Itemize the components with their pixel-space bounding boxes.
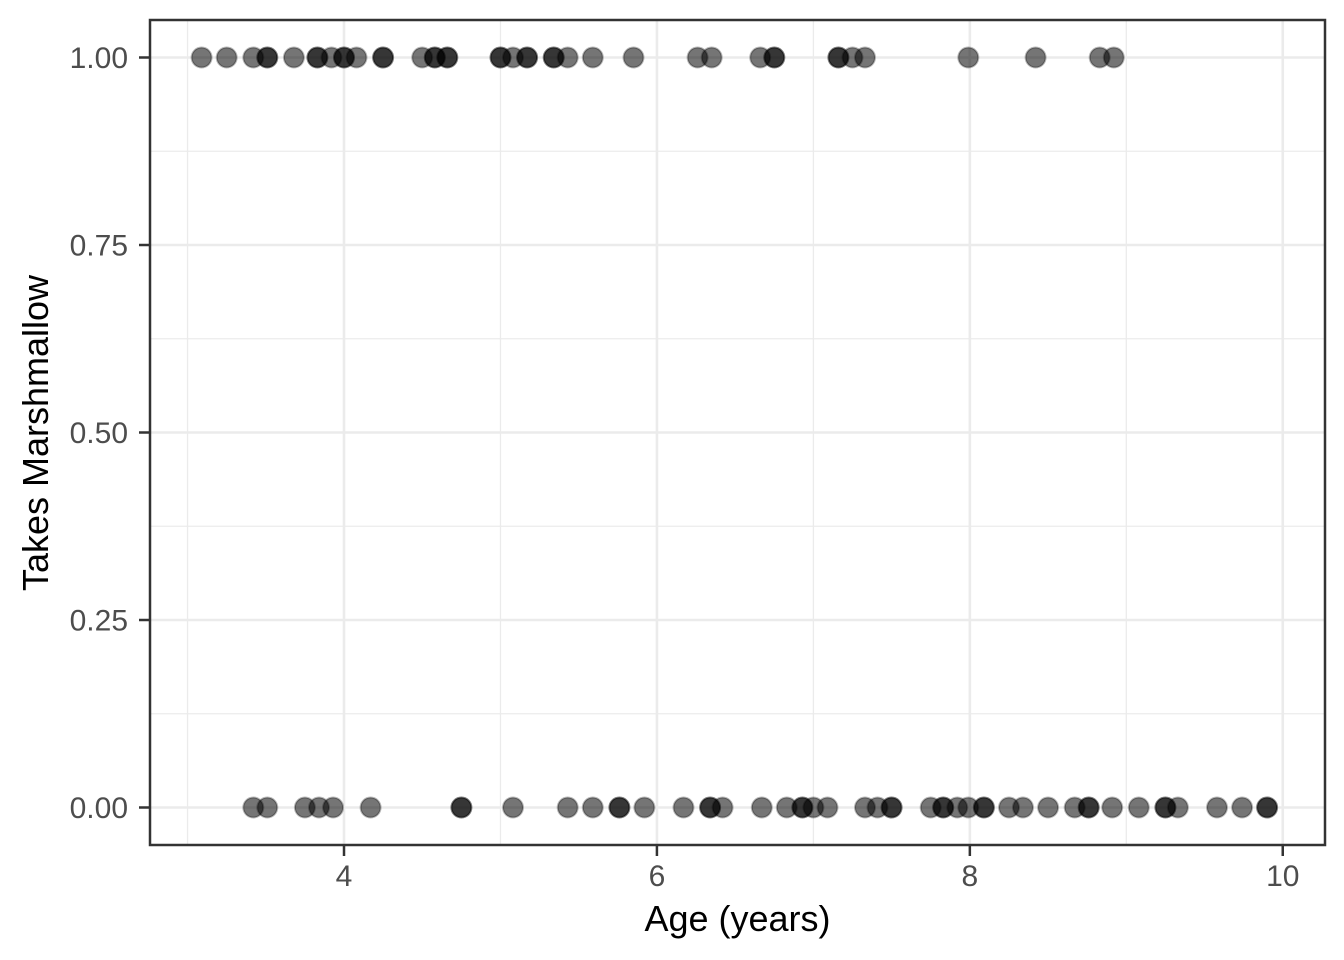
- data-point: [359, 796, 382, 819]
- y-tick-label: 1.00: [70, 42, 128, 75]
- data-point: [1101, 796, 1124, 819]
- x-tick-label: 8: [961, 860, 978, 893]
- data-point: [450, 796, 473, 819]
- data-point: [372, 46, 395, 69]
- data-point: [345, 46, 368, 69]
- data-point: [700, 46, 723, 69]
- data-point: [711, 796, 734, 819]
- data-point: [816, 796, 839, 819]
- data-point: [750, 796, 773, 819]
- data-point: [1102, 46, 1125, 69]
- data-point: [957, 46, 980, 69]
- x-tick-label: 4: [336, 860, 353, 893]
- data-point: [256, 46, 279, 69]
- data-point: [516, 46, 539, 69]
- data-point: [1037, 796, 1060, 819]
- x-tick-label: 10: [1266, 860, 1299, 893]
- data-point: [880, 796, 903, 819]
- data-point: [854, 46, 876, 69]
- data-point: [763, 46, 786, 69]
- data-point: [622, 46, 645, 69]
- data-point: [1012, 796, 1034, 819]
- data-point: [1231, 796, 1254, 819]
- data-point: [633, 796, 656, 819]
- y-tick-label: 0.75: [70, 230, 128, 263]
- data-point: [1024, 46, 1047, 69]
- data-point: [556, 46, 579, 69]
- data-point: [256, 796, 279, 819]
- data-point: [1256, 796, 1279, 819]
- data-point: [1166, 796, 1189, 819]
- data-point: [608, 796, 631, 819]
- data-point: [322, 796, 345, 819]
- data-point: [672, 796, 695, 819]
- data-point: [436, 46, 459, 69]
- y-tick-label: 0.50: [70, 417, 128, 450]
- data-point: [502, 796, 524, 819]
- x-tick-label: 6: [649, 860, 666, 893]
- y-tick-label: 0.00: [70, 792, 128, 825]
- data-point: [190, 46, 213, 69]
- data-point: [1077, 796, 1100, 819]
- data-point: [556, 796, 579, 819]
- data-point: [581, 796, 604, 819]
- data-point: [1127, 796, 1150, 819]
- data-point: [282, 46, 305, 69]
- data-point: [215, 46, 238, 69]
- y-tick-label: 0.25: [70, 605, 128, 638]
- x-axis-title: Age (years): [644, 898, 831, 939]
- data-point: [1206, 796, 1228, 819]
- data-point: [581, 46, 604, 69]
- data-point: [972, 796, 995, 819]
- y-axis-title: Takes Marshmallow: [15, 274, 56, 592]
